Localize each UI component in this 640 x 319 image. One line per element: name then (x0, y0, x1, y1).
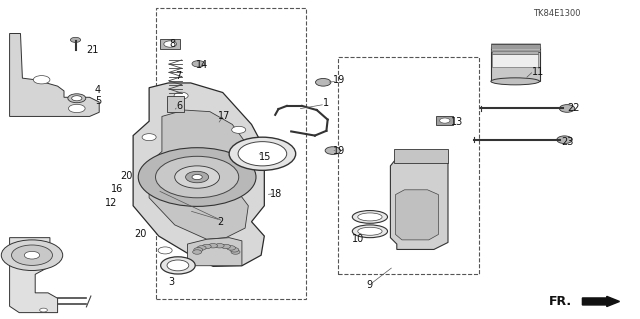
Circle shape (325, 147, 340, 154)
Circle shape (70, 37, 81, 42)
Circle shape (557, 136, 572, 144)
Text: 6: 6 (176, 101, 182, 111)
Circle shape (12, 245, 52, 265)
Bar (160, 39, 180, 49)
Circle shape (230, 248, 239, 252)
Bar (436, 116, 453, 125)
Circle shape (142, 134, 156, 141)
Circle shape (158, 247, 172, 254)
Text: 23: 23 (561, 137, 574, 147)
Bar (394, 149, 448, 163)
Circle shape (238, 142, 287, 166)
Text: 2: 2 (218, 217, 224, 227)
Text: 4: 4 (94, 85, 100, 95)
Text: 19: 19 (333, 146, 346, 156)
Polygon shape (133, 83, 264, 266)
Circle shape (174, 92, 188, 99)
Text: 13: 13 (451, 117, 463, 127)
Circle shape (192, 61, 205, 67)
Text: 20: 20 (134, 229, 147, 239)
Text: 18: 18 (270, 189, 283, 199)
Circle shape (227, 246, 236, 250)
Circle shape (316, 78, 331, 86)
Text: 22: 22 (567, 103, 580, 114)
Circle shape (202, 244, 211, 249)
Text: 17: 17 (218, 111, 230, 121)
Circle shape (231, 250, 240, 254)
Text: 1: 1 (323, 98, 330, 108)
Text: 9: 9 (367, 280, 373, 290)
Ellipse shape (358, 227, 382, 235)
Bar (492, 54, 538, 67)
Circle shape (175, 166, 220, 188)
Polygon shape (149, 110, 248, 239)
Polygon shape (188, 238, 242, 266)
Text: 20: 20 (120, 171, 133, 181)
Text: 15: 15 (259, 152, 271, 162)
Circle shape (156, 156, 239, 198)
Circle shape (138, 148, 256, 206)
Circle shape (68, 104, 85, 113)
Circle shape (167, 260, 189, 271)
Ellipse shape (352, 225, 388, 238)
Text: 12: 12 (105, 198, 118, 208)
Polygon shape (390, 152, 448, 249)
Text: 16: 16 (111, 184, 124, 194)
Text: 19: 19 (333, 75, 346, 85)
Circle shape (559, 105, 575, 112)
Circle shape (193, 250, 202, 254)
Text: 3: 3 (168, 277, 175, 287)
Circle shape (222, 244, 236, 251)
Text: 7: 7 (175, 70, 181, 81)
Circle shape (40, 308, 47, 312)
Circle shape (72, 96, 82, 101)
Circle shape (440, 118, 450, 123)
Polygon shape (10, 33, 99, 116)
Circle shape (186, 171, 209, 183)
Polygon shape (396, 190, 438, 240)
Text: 8: 8 (170, 39, 176, 49)
Circle shape (221, 244, 230, 249)
Circle shape (164, 41, 177, 47)
Text: TK84E1300: TK84E1300 (533, 9, 580, 18)
FancyArrow shape (582, 296, 620, 307)
Circle shape (197, 246, 206, 250)
Bar (338, 57, 479, 274)
Circle shape (194, 248, 203, 252)
Text: FR.: FR. (548, 295, 572, 308)
Circle shape (232, 126, 246, 133)
Circle shape (161, 257, 195, 274)
Ellipse shape (358, 213, 382, 221)
Circle shape (1, 240, 63, 271)
Text: 21: 21 (86, 45, 99, 55)
Text: 5: 5 (95, 96, 102, 106)
Circle shape (192, 174, 202, 180)
Circle shape (209, 243, 218, 248)
Bar (491, 47, 540, 81)
Bar (491, 44, 540, 52)
Bar (167, 96, 184, 112)
Bar (492, 51, 538, 54)
Circle shape (68, 94, 86, 103)
Text: 14: 14 (195, 60, 208, 70)
Circle shape (24, 251, 40, 259)
Circle shape (215, 243, 224, 248)
Circle shape (229, 137, 296, 170)
Bar (156, 8, 306, 299)
Ellipse shape (352, 211, 388, 223)
Polygon shape (10, 238, 58, 313)
Text: 10: 10 (352, 234, 365, 244)
Circle shape (33, 76, 50, 84)
Text: 11: 11 (531, 67, 544, 77)
Ellipse shape (491, 78, 540, 85)
